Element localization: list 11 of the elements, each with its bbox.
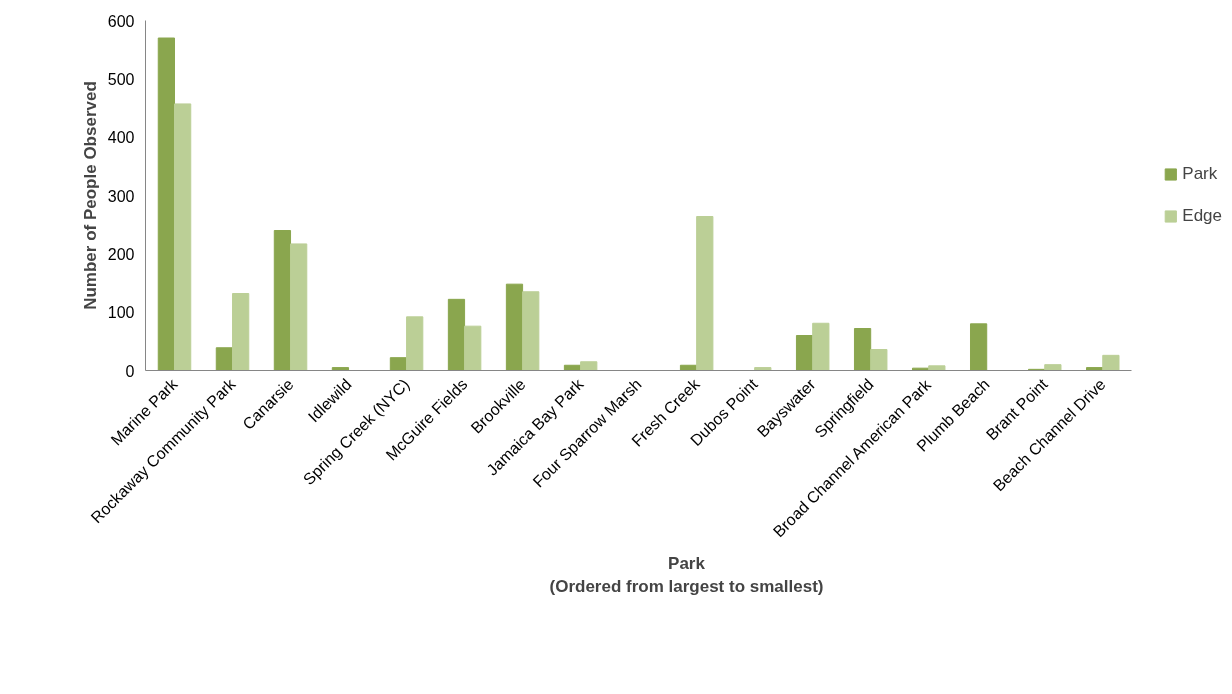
y-tick-label: 200: [107, 245, 135, 263]
y-axis-title: Number of People Observed: [80, 81, 100, 310]
legend-label: Edge: [1182, 206, 1222, 226]
legend-label: Park: [1182, 164, 1218, 184]
y-tick-label: 400: [107, 129, 135, 147]
y-tick-label: 300: [107, 187, 135, 205]
x-axis-title: Park (Ordered from largest to smallest): [549, 554, 824, 597]
y-tick-label: 0: [125, 362, 135, 380]
y-tick-label: 100: [107, 304, 135, 322]
y-tick-label: 500: [107, 70, 135, 88]
y-tick-label: 600: [107, 12, 135, 30]
